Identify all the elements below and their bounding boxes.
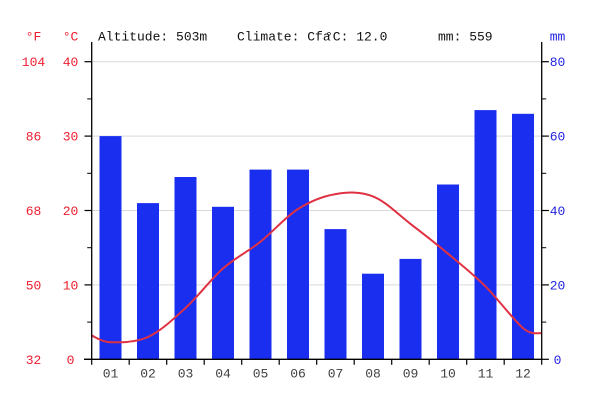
fahrenheit-tick-label: 32 — [26, 353, 42, 368]
precip-bar-04 — [212, 206, 234, 360]
precip-bar-11 — [474, 110, 497, 360]
mm-tick-label: 0 — [554, 353, 562, 368]
axis-tick-labels: 32 0 50 10 68 20 86 30 104 40 0 20 40 60 80 01 02 03 04 05 0… — [22, 55, 566, 381]
month-label-04: 04 — [215, 367, 231, 382]
axes — [84, 42, 549, 365]
precip-bar-05 — [249, 169, 272, 360]
month-label-12: 12 — [515, 367, 531, 382]
mean-temp-label: °C: 12.0 — [325, 30, 387, 45]
month-label-03: 03 — [178, 367, 194, 382]
mm-tick-label: 40 — [550, 204, 566, 219]
precip-bar-10 — [437, 184, 459, 360]
precip-bar-01 — [99, 136, 122, 360]
month-label-07: 07 — [328, 367, 344, 382]
temperature-curve — [91, 191, 542, 344]
celsius-tick-label: 30 — [63, 130, 79, 145]
mm-tick-label: 60 — [550, 130, 566, 145]
month-label-01: 01 — [103, 367, 119, 382]
month-label-08: 08 — [365, 367, 381, 382]
mm-tick-label: 80 — [550, 55, 566, 70]
month-label-10: 10 — [440, 367, 456, 382]
altitude-label: Altitude: 503m — [98, 30, 207, 45]
celsius-tick-label: 40 — [63, 55, 79, 70]
celsius-tick-label: 10 — [63, 278, 79, 293]
month-label-06: 06 — [290, 367, 306, 382]
month-label-09: 09 — [403, 367, 419, 382]
mm-tick-label: 20 — [550, 278, 566, 293]
fahrenheit-axis-title: °F — [26, 30, 42, 45]
annual-precip-label: mm: 559 — [438, 30, 493, 45]
precip-bar-12 — [512, 113, 534, 360]
header-row: °F °C Altitude: 503m Climate: Cfa °C: 12… — [26, 30, 566, 45]
fahrenheit-tick-label: 104 — [22, 55, 46, 70]
mm-axis-title: mm — [550, 30, 566, 45]
fahrenheit-tick-label: 68 — [26, 204, 42, 219]
fahrenheit-tick-label: 50 — [26, 278, 42, 293]
gridlines — [91, 61, 542, 286]
precip-bar-06 — [287, 169, 309, 360]
month-label-05: 05 — [253, 367, 269, 382]
fahrenheit-tick-label: 86 — [26, 130, 42, 145]
month-label-11: 11 — [478, 367, 494, 382]
month-label-02: 02 — [140, 367, 156, 382]
precip-bar-07 — [324, 229, 347, 360]
precip-bar-09 — [399, 258, 422, 360]
celsius-tick-label: 20 — [63, 204, 79, 219]
temperature-line — [91, 191, 542, 344]
celsius-tick-label: 0 — [67, 353, 75, 368]
celsius-axis-title: °C — [63, 30, 79, 45]
climate-label: Climate: Cfa — [237, 30, 331, 45]
precipitation-bars — [99, 110, 534, 360]
precip-bar-08 — [362, 273, 384, 360]
precip-bar-03 — [174, 177, 197, 360]
precip-bar-02 — [137, 203, 159, 360]
